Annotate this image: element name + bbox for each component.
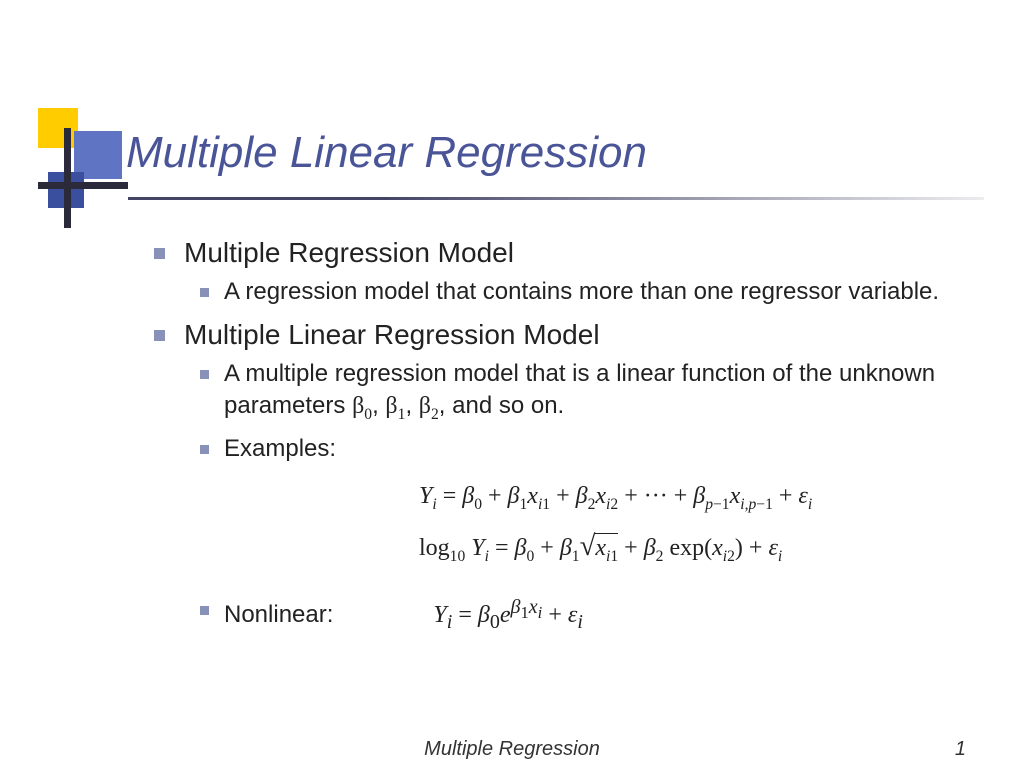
footer-page-number: 1 bbox=[955, 738, 966, 761]
equation-3: Yi = β0eβ1xi + εi bbox=[413, 594, 582, 636]
title-underline bbox=[128, 197, 984, 200]
bullet-level1: Multiple Regression Model A regression m… bbox=[150, 234, 964, 308]
equation-1: Yi = β0 + β1xi1 + β2xi2 + ··· + βp−1xi,p… bbox=[419, 474, 964, 520]
equations-block: Yi = β0 + β1xi1 + β2xi2 + ··· + βp−1xi,p… bbox=[184, 474, 964, 574]
deco-square-yellow bbox=[38, 108, 78, 148]
nonlinear-label: Nonlinear: bbox=[224, 599, 333, 631]
bullet-label: Multiple Regression Model bbox=[184, 237, 514, 268]
bullet-level2: Nonlinear: Yi = β0eβ1xi + εi bbox=[184, 594, 964, 636]
bullet-level1: Multiple Linear Regression Model A multi… bbox=[150, 316, 964, 636]
title-decoration bbox=[38, 108, 128, 218]
bullet-level2: A regression model that contains more th… bbox=[184, 276, 964, 308]
footer-title: Multiple Regression bbox=[424, 738, 600, 761]
bullet-level2: A multiple regression model that is a li… bbox=[184, 358, 964, 425]
deco-cross-horizontal bbox=[38, 182, 128, 189]
slide-content: Multiple Regression Model A regression m… bbox=[150, 234, 964, 644]
equation-2: log10 Yi = β0 + β1√xi1 + β2 exp(xi2) + ε… bbox=[419, 519, 964, 574]
slide-title: Multiple Linear Regression bbox=[126, 128, 647, 178]
deco-cross-vertical bbox=[64, 128, 71, 228]
bullet-label: Multiple Linear Regression Model bbox=[184, 319, 600, 350]
bullet-level2: Examples: bbox=[184, 433, 964, 465]
